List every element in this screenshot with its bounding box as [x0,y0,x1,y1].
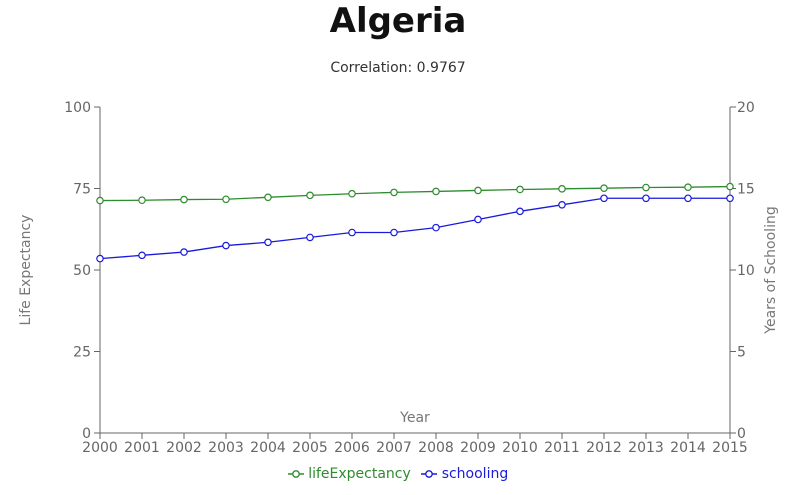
y-tick-label-left: 0 [82,426,91,442]
data-point-lifeExpectancy[interactable] [138,196,146,205]
series-line-lifeExpectancy [99,185,731,202]
data-point-lifeExpectancy[interactable] [642,183,650,192]
y-tick-label-right: 10 [737,263,755,279]
x-tick-label: 2008 [418,440,454,456]
legend: lifeExpectancy schooling [0,466,796,482]
data-point-lifeExpectancy[interactable] [684,183,692,191]
x-tick-label: 2006 [334,440,370,456]
data-point-schooling[interactable] [726,194,734,203]
legend-line-marker-icon [287,470,304,478]
x-tick-label: 2011 [544,440,580,456]
x-tick-label: 2014 [670,440,706,456]
x-tick-label: 2001 [124,440,160,456]
x-tick-label: 2013 [628,440,664,456]
chart-subtitle: Correlation: 0.9767 [330,60,466,76]
x-tick-label: 2002 [166,440,202,456]
legend-label-schooling: schooling [441,466,509,482]
y-tick-label-left: 100 [64,100,91,116]
x-tick-label: 2003 [208,440,244,456]
data-point-lifeExpectancy[interactable] [348,189,356,198]
x-tick-label: 2005 [292,440,328,456]
data-point-schooling[interactable] [516,207,524,216]
legend-line-marker-icon [421,470,438,478]
y-tick-label-right: 15 [737,182,755,198]
data-point-schooling[interactable] [348,228,356,237]
data-point-schooling[interactable] [474,215,482,224]
chart-title: Algeria [329,1,467,41]
data-point-schooling[interactable] [600,194,608,203]
data-point-lifeExpectancy[interactable] [726,182,734,191]
data-point-lifeExpectancy[interactable] [180,195,188,204]
data-point-lifeExpectancy[interactable] [516,185,524,194]
y-tick-label-left: 25 [73,345,91,361]
data-point-schooling[interactable] [222,241,230,250]
y-axis-label-right: Years of Schooling [763,206,779,334]
data-point-schooling[interactable] [306,233,314,242]
legend-item-life-expectancy[interactable]: lifeExpectancy [287,466,411,482]
data-point-schooling[interactable] [264,238,272,247]
y-tick-label-right: 5 [737,345,746,361]
x-tick-label: 2015 [712,440,748,456]
x-tick-label: 2000 [82,440,118,456]
x-axis-label: Year [399,410,430,426]
data-point-lifeExpectancy[interactable] [600,184,608,192]
data-point-lifeExpectancy[interactable] [474,186,482,195]
x-tick-label: 2004 [250,440,286,456]
x-tick-label: 2012 [586,440,622,456]
data-point-lifeExpectancy[interactable] [264,193,272,202]
data-point-schooling[interactable] [180,248,188,256]
y-tick-label-left: 50 [73,263,91,279]
y-axis-label-left: Life Expectancy [18,215,34,326]
data-point-lifeExpectancy[interactable] [432,187,440,196]
series-line-schooling [99,197,730,260]
data-point-schooling[interactable] [390,228,398,237]
data-point-lifeExpectancy[interactable] [558,185,566,193]
x-tick-label: 2007 [376,440,412,456]
data-point-schooling[interactable] [96,254,104,263]
y-tick-label-left: 75 [73,182,91,198]
legend-item-schooling[interactable]: schooling [421,466,508,482]
data-point-schooling[interactable] [684,194,692,203]
y-tick-label-right: 0 [737,426,746,442]
data-point-schooling[interactable] [642,194,650,203]
x-tick-label: 2010 [502,440,538,456]
data-point-schooling[interactable] [432,223,440,232]
data-point-schooling[interactable] [138,251,146,260]
data-point-lifeExpectancy[interactable] [306,191,314,200]
data-point-lifeExpectancy[interactable] [96,196,104,205]
data-point-lifeExpectancy[interactable] [222,195,230,204]
legend-label-life-expectancy: lifeExpectancy [308,466,411,482]
x-tick-label: 2009 [460,440,496,456]
y-tick-label-right: 20 [737,100,755,116]
data-point-schooling[interactable] [558,201,566,209]
data-point-lifeExpectancy[interactable] [390,188,398,197]
